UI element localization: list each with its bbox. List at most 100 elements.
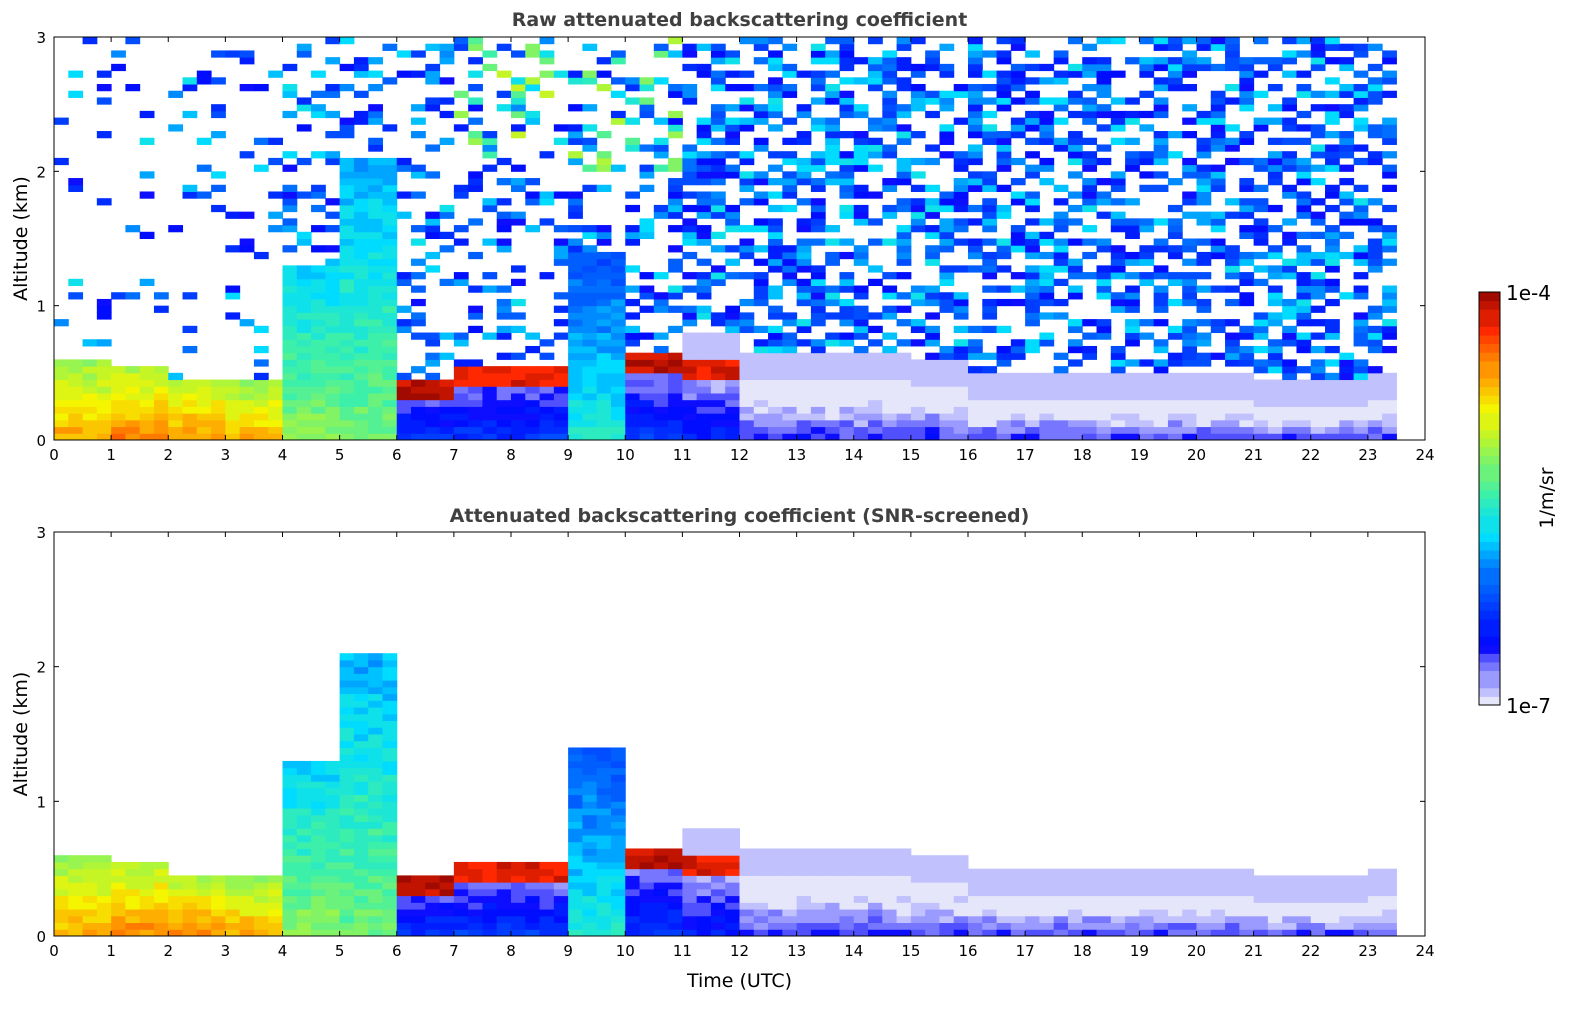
heatmap-cell — [625, 861, 641, 870]
heatmap-cell — [853, 861, 869, 870]
heatmap-cell — [596, 909, 612, 917]
heatmap-cell — [725, 929, 740, 937]
heatmap-cell — [610, 392, 626, 401]
heatmap-cell — [539, 386, 555, 394]
heatmap-cell — [596, 184, 612, 192]
heatmap-cell — [982, 392, 998, 401]
heatmap-cell — [568, 319, 583, 327]
heatmap-cell — [982, 110, 998, 119]
heatmap-cell — [996, 413, 1012, 421]
heatmap-cell — [1310, 433, 1326, 441]
heatmap-cell — [1367, 43, 1383, 51]
heatmap-cell — [1182, 902, 1197, 910]
heatmap-cell — [582, 814, 598, 823]
heatmap-cell — [1053, 868, 1069, 876]
heatmap-cell — [810, 312, 826, 320]
heatmap-cell — [282, 204, 298, 213]
heatmap-cell — [1253, 922, 1269, 930]
heatmap-cell — [1310, 144, 1326, 152]
heatmap-cell — [710, 191, 726, 199]
heatmap-cell — [68, 366, 84, 374]
heatmap-cell — [782, 352, 798, 360]
heatmap-cell — [825, 285, 840, 293]
heatmap-cell — [1039, 392, 1055, 401]
heatmap-cell — [953, 90, 969, 98]
heatmap-cell — [725, 828, 740, 836]
heatmap-cell — [111, 875, 126, 883]
heatmap-cell — [1325, 77, 1340, 85]
heatmap-cell — [1339, 426, 1355, 434]
heatmap-cell — [653, 332, 669, 340]
heatmap-cell — [182, 345, 198, 354]
heatmap-cell — [296, 861, 312, 870]
heatmap-cell — [925, 895, 940, 903]
heatmap-cell — [1382, 419, 1397, 428]
heatmap-cell — [1253, 345, 1269, 354]
heatmap-cell — [910, 211, 926, 219]
heatmap-cell — [368, 144, 383, 152]
heatmap-cell — [553, 124, 569, 132]
heatmap-cell — [1353, 888, 1369, 897]
heatmap-cell — [925, 292, 940, 300]
heatmap-cell — [853, 251, 869, 260]
heatmap-cell — [739, 902, 755, 910]
heatmap-cell — [1067, 922, 1083, 930]
heatmap-cell — [925, 855, 940, 863]
heatmap-cell — [125, 868, 141, 876]
heatmap-cell — [782, 929, 798, 937]
heatmap-cell — [896, 372, 912, 381]
heatmap-cell — [710, 278, 726, 287]
x-tick-label: 9 — [563, 942, 573, 960]
heatmap-cell — [810, 895, 826, 903]
heatmap-cell — [339, 238, 355, 246]
x-tick-label: 1 — [106, 942, 116, 960]
heatmap-cell — [825, 144, 840, 152]
heatmap-cell — [239, 211, 255, 219]
heatmap-cell — [710, 124, 726, 132]
heatmap-cell — [825, 225, 840, 233]
heatmap-cell — [325, 767, 341, 775]
heatmap-cell — [1367, 245, 1383, 253]
heatmap-cell — [339, 929, 355, 937]
heatmap-cell — [339, 191, 355, 199]
heatmap-cell — [1296, 305, 1312, 313]
heatmap-cell — [982, 419, 998, 428]
heatmap-cell — [182, 184, 198, 192]
heatmap-cell — [111, 379, 126, 387]
heatmap-cell — [139, 399, 155, 407]
heatmap-cell — [468, 413, 483, 421]
heatmap-cell — [511, 84, 526, 92]
heatmap-cell — [1367, 157, 1383, 166]
heatmap-cell — [353, 673, 369, 681]
heatmap-cell — [153, 882, 169, 890]
heatmap-cell — [1353, 204, 1369, 213]
heatmap-cell — [396, 272, 412, 280]
heatmap-cell — [553, 251, 569, 260]
heatmap-cell — [1253, 325, 1269, 334]
heatmap-cell — [68, 413, 84, 421]
heatmap-cell — [1225, 392, 1240, 401]
heatmap-cell — [868, 413, 883, 421]
heatmap-cell — [1153, 104, 1169, 112]
heatmap-cell — [382, 124, 398, 132]
heatmap-cell — [639, 352, 655, 360]
heatmap-cell — [368, 413, 383, 421]
colorbar-segment — [1479, 670, 1500, 680]
heatmap-cell — [782, 312, 798, 320]
heatmap-cell — [839, 406, 855, 414]
heatmap-cell — [882, 406, 898, 414]
heatmap-cell — [1239, 909, 1255, 917]
heatmap-cell — [796, 131, 812, 139]
heatmap-cell — [1010, 37, 1026, 45]
heatmap-cell — [511, 419, 526, 428]
heatmap-cell — [82, 902, 98, 910]
heatmap-cell — [311, 767, 326, 775]
heatmap-cell — [211, 379, 226, 387]
heatmap-cell — [453, 861, 469, 870]
heatmap-cell — [1382, 77, 1397, 85]
heatmap-cell — [68, 359, 84, 367]
heatmap-cell — [1310, 258, 1326, 266]
heatmap-cell — [1196, 399, 1212, 407]
heatmap-cell — [239, 50, 255, 58]
heatmap-cell — [168, 90, 184, 98]
